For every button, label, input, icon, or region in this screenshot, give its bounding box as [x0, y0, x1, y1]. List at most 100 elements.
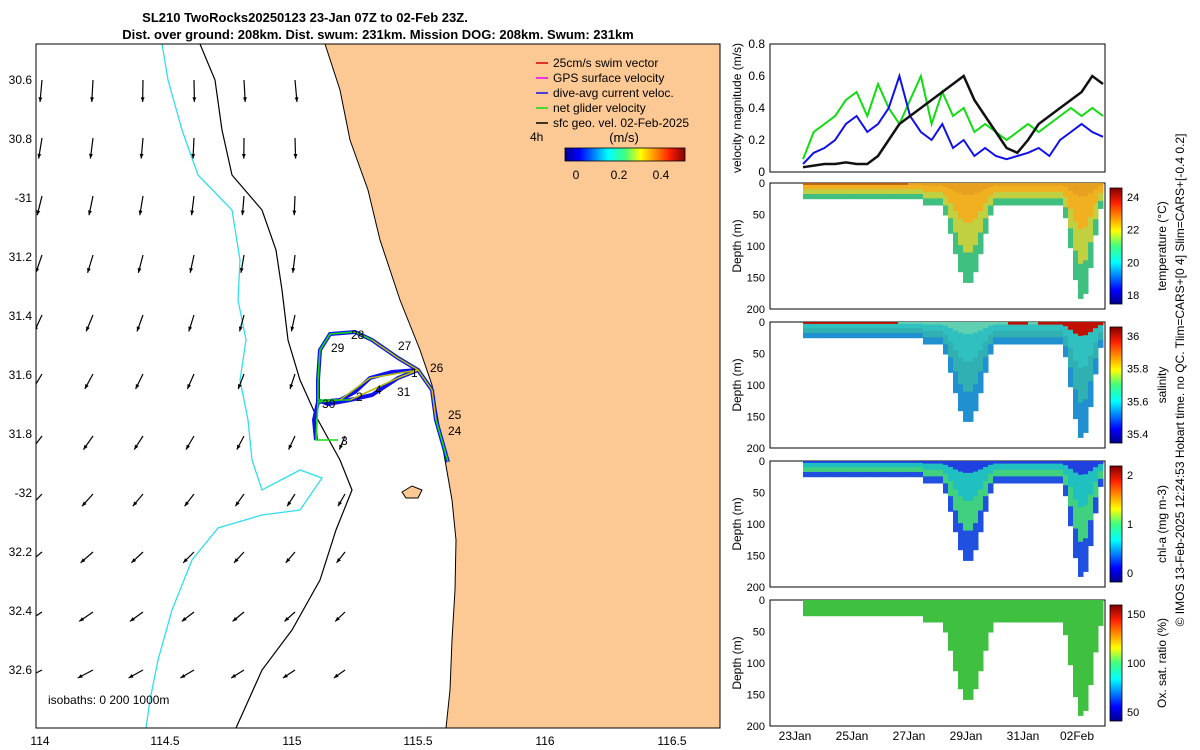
section-cell: [983, 183, 989, 190]
section-cell: [803, 189, 809, 195]
section-cell: [893, 322, 899, 325]
geo-velocity-arrowhead: [292, 210, 297, 216]
section-cell: [1088, 520, 1094, 547]
section-cell: [808, 323, 814, 329]
section-cell: [1083, 538, 1089, 572]
section-cell: [878, 461, 884, 464]
section-cell: [898, 323, 904, 329]
section-cell: [903, 184, 909, 190]
section-cell: [913, 461, 919, 464]
section-cell: [1093, 620, 1099, 637]
section-cell: [993, 600, 999, 604]
section-cell: [918, 606, 924, 612]
section-cell: [818, 606, 824, 612]
depth-y-tick: 150: [747, 273, 765, 285]
section-cell: [1063, 326, 1069, 337]
section-cell: [983, 203, 989, 219]
section-cell: [963, 391, 969, 422]
section-cell: [958, 600, 964, 612]
section-cell: [948, 357, 954, 373]
section-cell: [993, 337, 999, 345]
section-cell: [853, 467, 859, 473]
section-cell: [998, 185, 1004, 193]
section-cell: [1033, 183, 1039, 187]
section-cell: [973, 635, 979, 663]
section-cell: [908, 462, 914, 468]
section-cell: [808, 467, 814, 473]
section-colorbar: [1109, 187, 1123, 305]
section-cell: [948, 203, 954, 219]
section-cell: [858, 194, 864, 200]
section-cell: [1018, 602, 1024, 610]
section-cell: [1068, 367, 1074, 388]
section-cell: [953, 649, 959, 672]
section-cell: [813, 333, 819, 339]
section-cell: [1073, 360, 1079, 391]
section-cell: [983, 322, 989, 329]
section-cell: [943, 325, 949, 336]
section-cell: [988, 464, 994, 475]
section-cell: [838, 472, 844, 478]
section-cell: [908, 328, 914, 334]
depth-y-tick: 200: [747, 304, 765, 316]
geo-velocity-arrowhead: [239, 267, 244, 273]
section-cell: [823, 601, 829, 607]
section-cell: [1098, 186, 1104, 194]
geo-velocity-arrowhead: [90, 97, 94, 102]
section-cell: [973, 245, 979, 273]
geo-velocity-arrowhead: [38, 97, 43, 102]
section-cell: [833, 467, 839, 473]
section-cell: [878, 333, 884, 339]
section-cell: [943, 600, 949, 605]
section-cell: [1053, 322, 1059, 326]
section-cell: [833, 189, 839, 195]
section-cell: [813, 462, 819, 468]
section-cell: [1068, 329, 1074, 349]
section-cell: [983, 357, 989, 373]
section-cell: [988, 603, 994, 614]
section-cell: [1018, 463, 1024, 471]
day-label: 30: [322, 397, 336, 411]
section-cell: [1048, 461, 1054, 465]
section-cell: [938, 463, 944, 471]
section-cell: [1038, 191, 1044, 199]
section-cell: [1003, 461, 1009, 465]
section-cell: [898, 184, 904, 190]
section-cell: [883, 189, 889, 195]
section-cell: [948, 328, 954, 343]
section-cell: [808, 184, 814, 190]
section-cell: [808, 611, 814, 617]
section-cell: [1018, 608, 1024, 616]
section-cell: [1048, 337, 1054, 345]
section-cell: [848, 333, 854, 339]
legend-label: net glider velocity: [553, 101, 646, 115]
geo-velocity-arrowhead: [32, 445, 36, 450]
section-cell: [1003, 602, 1009, 610]
section-cell: [928, 608, 934, 616]
section-cell: [1023, 600, 1029, 604]
geo-velocity-arrowhead: [181, 617, 187, 622]
section-cell: [1048, 185, 1054, 193]
section-cell: [1098, 200, 1104, 209]
section-cell: [1083, 600, 1089, 614]
section-cell: [1073, 322, 1079, 335]
section-cell: [873, 184, 879, 190]
colorbar-tick: 18: [1127, 290, 1139, 302]
geo-velocity-arrowhead: [235, 501, 240, 507]
section-cell: [1003, 183, 1009, 187]
section-cell: [878, 189, 884, 195]
section-cell: [958, 218, 964, 246]
section-cell: [883, 328, 889, 334]
section-cell: [968, 472, 974, 502]
section-cell: [818, 194, 824, 200]
section-cell: [888, 328, 894, 334]
section-cell: [1043, 324, 1049, 332]
section-cell: [993, 330, 999, 338]
section-cell: [818, 611, 824, 617]
section-cell: [1038, 463, 1044, 471]
section-cell: [1013, 185, 1019, 193]
section-cell: [1068, 506, 1074, 527]
section-cell: [863, 462, 869, 468]
colorbar-tick: 35.4: [1127, 429, 1148, 441]
